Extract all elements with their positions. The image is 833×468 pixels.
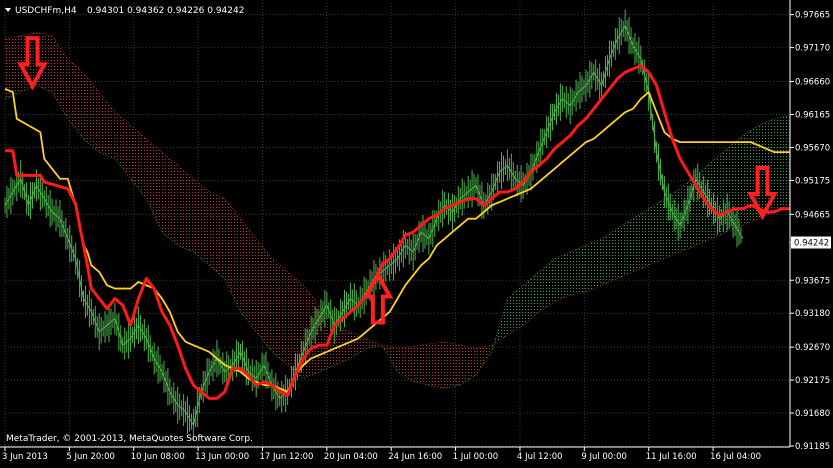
symbol-label: USDCHFm,H4: [15, 6, 77, 16]
cloud-segment-bearish: [146, 138, 162, 232]
x-tick-label: 24 Jun 16:00: [388, 452, 442, 462]
x-tick-label: 4 Jul 12:00: [517, 452, 563, 462]
chart-header: USDCHFm,H4 0.94301 0.94362 0.94226 0.942…: [5, 6, 244, 16]
tenkan-sen-line: [5, 64, 790, 400]
cloud-segment-bearish: [256, 238, 272, 352]
y-tick-label: 0.93675: [795, 276, 830, 286]
cloud-segment-bearish: [99, 92, 115, 159]
cloud-segment-bullish: [585, 238, 602, 292]
cloud-segment-bearish: [350, 331, 367, 359]
cloud-segment-bearish: [444, 341, 461, 389]
cloud-segment-bearish: [224, 198, 241, 312]
y-tick-label: 0.96660: [795, 78, 830, 88]
series-layer: [4, 9, 790, 442]
cloud-segment-bearish: [271, 258, 288, 366]
cloud-segment-bearish: [476, 345, 492, 376]
cloud-segment-bullish: [633, 208, 649, 272]
cloud-segment-bearish: [460, 345, 476, 386]
arrow-up-icon: [362, 270, 394, 325]
x-tick-label: 13 Jun 00:00: [195, 452, 249, 462]
y-tick-label: 0.93180: [795, 309, 830, 319]
current-price-label: 0.94242: [794, 239, 829, 249]
cloud-segment-bullish: [617, 218, 633, 279]
cloud-segment-bullish: [601, 228, 618, 286]
arrow-down-icon: [747, 166, 778, 221]
ohlc-values: 0.94301 0.94362 0.94226 0.94242: [87, 6, 244, 16]
cloud-segment-bullish: [554, 251, 571, 302]
cloud-segment-bullish: [774, 115, 790, 213]
cloud-segment-bearish: [52, 35, 68, 119]
cloud-segment-bearish: [162, 152, 178, 246]
cloud-segment-bullish: [570, 245, 586, 296]
cloud-segment-bearish: [114, 112, 131, 179]
cloud-segment-bearish: [67, 58, 84, 139]
cloud-segment-bullish: [491, 298, 508, 352]
y-tick-label: 0.91185: [795, 442, 830, 452]
cloud-segment-bearish: [413, 343, 429, 386]
copyright-text: MetaTrader, © 2001-2013, MetaQuotes Soft…: [6, 434, 253, 444]
cloud-segment-bearish: [209, 192, 225, 279]
cloud-segment-bearish: [287, 271, 304, 379]
y-tick-label: 0.94665: [795, 210, 830, 220]
cloud-segment-bearish: [5, 35, 21, 99]
x-tick-label: 11 Jul 16:00: [646, 452, 697, 462]
y-tick-label: 0.96165: [795, 110, 830, 120]
x-tick-label: 17 Jun 12:00: [259, 452, 313, 462]
cloud-segment-bearish: [83, 72, 100, 153]
cloud-segment-bearish: [428, 341, 445, 389]
cloud-segment-bullish: [648, 198, 665, 266]
cloud-segment-bullish: [507, 285, 524, 336]
current-price-box: [791, 236, 831, 249]
y-tick-label: 0.92175: [795, 376, 830, 386]
x-tick-label: 16 Jul 04:00: [710, 452, 761, 462]
cloud-segment-bullish: [523, 271, 539, 326]
cloud-segment-bearish: [130, 125, 147, 199]
cloud-segment-bullish: [538, 258, 555, 312]
kijun-sen-line: [4, 88, 790, 393]
cloud-segment-bearish: [193, 178, 210, 266]
cloud-segment-bullish: [790, 112, 814, 205]
x-tick-label: 1 Jul 00:00: [453, 452, 499, 462]
y-tick-label: 0.95175: [795, 176, 830, 186]
cloud-segment-bearish: [366, 338, 382, 349]
x-tick-label: 20 Jun 04:00: [324, 452, 378, 462]
x-tick-label: 9 Jul 00:00: [581, 452, 627, 462]
y-tick-label: 0.95670: [795, 143, 830, 153]
arrow-layer: [17, 36, 778, 325]
x-tick-label: 5 Jun 20:00: [66, 452, 115, 462]
dropdown-triangle-icon[interactable]: [5, 8, 11, 12]
y-tick-label: 0.92670: [795, 343, 830, 353]
x-tick-label: 10 Jun 08:00: [131, 452, 185, 462]
arrow-down-icon: [17, 36, 48, 91]
y-tick-label: 0.91680: [795, 409, 830, 419]
y-tick-label: 0.97665: [795, 11, 830, 21]
cloud-segment-bearish: [240, 218, 257, 332]
y-tick-label: 0.97170: [795, 44, 830, 54]
cloud-layer: [4, 31, 814, 389]
cloud-segment-bearish: [397, 346, 414, 382]
x-tick-label: 3 Jun 2013: [2, 452, 48, 462]
cloud-segment-bearish: [177, 165, 194, 252]
